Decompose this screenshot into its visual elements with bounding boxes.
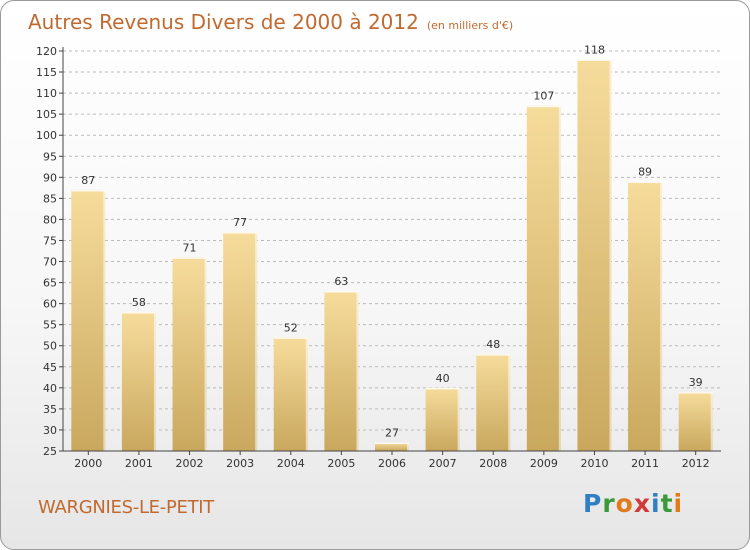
x-tick-label: 2008 [479,457,507,470]
y-tick-label: 45 [43,361,57,374]
bar [324,291,359,451]
title-text: Autres Revenus Divers de 2000 à 2012 [28,10,419,34]
bar-edge [356,291,359,451]
bar-highlight [71,189,106,192]
x-tick-label: 2001 [125,457,153,470]
bar [628,181,663,452]
bar-edge [153,312,156,451]
y-tick-label: 40 [43,382,57,395]
bar-highlight [628,181,663,184]
bar [425,387,460,451]
logo-letter: P [583,489,603,518]
bar-edge [508,354,511,451]
bar-edge [660,181,663,452]
bar-value-label: 71 [183,241,197,254]
commune-name: WARGNIES-LE-PETIT [38,497,214,518]
x-tick-label: 2007 [429,457,457,470]
bar [273,337,308,451]
bar-value-label: 48 [486,338,500,351]
logo-letter: x [633,489,651,518]
y-tick-label: 115 [36,66,57,79]
bar-value-label: 39 [689,376,703,389]
bar-highlight [375,442,409,445]
y-tick-label: 55 [43,319,57,332]
bar-highlight [273,337,308,339]
bar [577,59,612,451]
y-tick-label: 70 [43,256,57,269]
bar [476,354,511,451]
bar [71,189,106,451]
logo-letter: t [660,489,674,518]
bar-highlight [121,312,156,314]
x-tick-label: 2002 [176,457,204,470]
bar [375,442,409,451]
bar-edge [103,189,106,451]
y-tick-label: 75 [43,234,57,247]
y-tick-label: 85 [43,192,57,205]
bar-highlight [425,387,460,390]
bar-edge [305,337,308,451]
bar-highlight [678,392,713,394]
y-tick-label: 80 [43,213,57,226]
x-tick-label: 2004 [277,457,305,470]
bar [526,105,561,451]
proxiti-logo: Proxiti [583,489,683,518]
logo-letter: o [615,489,634,518]
x-tick-label: 2005 [327,457,355,470]
bar [121,312,156,451]
y-tick-label: 90 [43,171,57,184]
bar-value-label: 52 [284,321,298,334]
y-tick-label: 30 [43,424,57,437]
y-tick-label: 95 [43,150,57,163]
x-tick-label: 2006 [378,457,406,470]
bar-value-label: 58 [132,296,146,309]
bar-value-label: 63 [334,275,348,288]
y-tick-label: 35 [43,403,57,416]
x-tick-label: 2000 [74,457,102,470]
bar-value-label: 87 [81,174,95,187]
y-tick-label: 50 [43,340,57,353]
x-tick-label: 2010 [580,457,608,470]
logo-letter: i [651,489,661,518]
bar-highlight [526,105,561,108]
bar-value-label: 118 [584,43,605,56]
y-tick-label: 100 [36,129,57,142]
unit-note: (en milliers d'€) [426,19,514,32]
bar-edge [710,392,713,451]
x-tick-label: 2009 [530,457,558,470]
bar [678,392,713,451]
bar-edge [255,232,258,451]
bar-highlight [324,291,359,293]
bar-highlight [577,59,612,61]
bar-value-label: 77 [233,216,247,229]
bar [172,257,207,451]
bar-value-label: 107 [533,90,554,103]
bar-value-label: 40 [436,372,450,385]
y-tick-label: 105 [36,108,57,121]
bar-edge [407,442,409,451]
bar-highlight [476,354,511,356]
y-tick-label: 110 [36,87,57,100]
x-tick-label: 2012 [682,457,710,470]
x-tick-label: 2003 [226,457,254,470]
x-tick-label: 2011 [631,457,659,470]
bar-highlight [223,232,258,234]
bar-highlight [172,257,207,259]
bar-value-label: 89 [638,166,652,179]
bar [223,232,258,451]
bar-edge [609,59,612,451]
y-tick-label: 25 [43,445,57,458]
bar-edge [558,105,561,451]
bar-value-label: 27 [385,427,399,440]
bar-edge [204,257,207,451]
logo-letter: r [602,489,616,518]
y-tick-label: 60 [43,298,57,311]
bar-edge [457,387,460,451]
y-tick-label: 120 [36,45,57,58]
chart-title: Autres Revenus Divers de 2000 à 2012 (en … [28,10,513,34]
logo-letter: i [673,489,684,518]
y-tick-label: 65 [43,277,57,290]
